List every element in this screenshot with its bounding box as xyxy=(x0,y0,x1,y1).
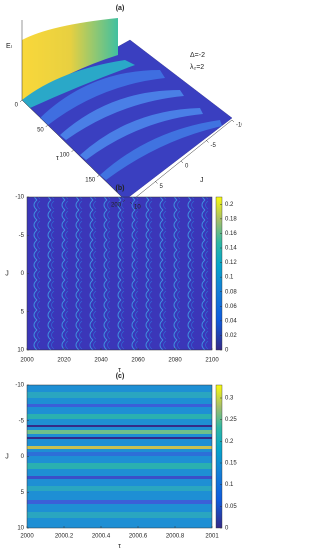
x-axis-label: τ xyxy=(56,155,59,162)
colorbar-tick-label: 0.12 xyxy=(225,260,237,266)
y-tick-label: 0 xyxy=(21,271,25,277)
y-axis-label: J xyxy=(200,177,204,184)
colorbar-tick-label: 0.2 xyxy=(225,439,234,445)
y-tick-label: -10 xyxy=(15,383,24,389)
x-tick-label: 2000.6 xyxy=(129,534,148,540)
colorbar-tick-label: 0.04 xyxy=(225,318,237,324)
y-tick-label: -5 xyxy=(19,233,25,239)
colorbar-tick-label: 0.15 xyxy=(225,461,237,467)
y-tick-label: -10 xyxy=(236,123,242,129)
panel-title: (b) xyxy=(116,185,125,192)
x-tick-label: 2000.2 xyxy=(55,534,74,540)
y-tick-label: -5 xyxy=(211,143,217,149)
x-axis-label: τ xyxy=(118,543,121,550)
y-tick-label: 0 xyxy=(21,454,25,460)
z-axis-label: Eₗ xyxy=(6,43,12,50)
colorbar xyxy=(215,196,223,351)
colorbar-tick-label: 0.2 xyxy=(225,202,234,208)
y-axis-label: J xyxy=(5,270,9,277)
y-tick-label: 5 xyxy=(21,490,25,496)
colorbar xyxy=(215,384,223,529)
x-tick-label: 2000 xyxy=(20,358,34,364)
x-tick-label: 2060 xyxy=(131,358,145,364)
figure: (a)050100150200-10-50510τJEₗΔ=-2λ₂=2(b)2… xyxy=(5,5,242,550)
colorbar-tick-label: 0.16 xyxy=(225,231,237,237)
x-axis-label: τ xyxy=(118,367,121,374)
x-tick-label: 100 xyxy=(59,153,70,159)
colorbar-tick-label: 0.1 xyxy=(225,482,234,488)
x-tick-label: 2000.8 xyxy=(166,534,185,540)
colorbar-tick-label: 0 xyxy=(225,348,229,354)
x-tick-label: 2000.4 xyxy=(92,534,111,540)
colorbar-tick-label: 0.06 xyxy=(225,304,237,310)
tick xyxy=(71,149,74,153)
tick xyxy=(97,174,100,178)
panel-title: (c) xyxy=(116,373,125,380)
x-tick-label: 200 xyxy=(111,203,122,209)
tick xyxy=(180,160,184,164)
heatmap xyxy=(26,196,213,351)
x-tick-label: 2020 xyxy=(57,358,71,364)
x-tick-label: 2080 xyxy=(168,358,182,364)
tick xyxy=(155,181,158,184)
colorbar-tick-label: 0.25 xyxy=(225,417,237,423)
colorbar-tick-label: 0.1 xyxy=(225,275,234,281)
colorbar-tick-label: 0.18 xyxy=(225,216,237,222)
y-tick-label: 10 xyxy=(17,526,24,532)
colorbar-tick-label: 0 xyxy=(225,526,229,532)
surface xyxy=(21,18,233,201)
x-tick-label: 150 xyxy=(85,178,96,184)
heatmap xyxy=(26,384,213,529)
tick xyxy=(129,201,133,205)
colorbar-tick-label: 0.08 xyxy=(225,289,237,295)
x-tick-label: 2000 xyxy=(20,534,34,540)
annotation: Δ=-2 xyxy=(190,52,205,59)
y-tick-label: 0 xyxy=(185,164,189,170)
tick xyxy=(122,199,126,203)
panel-title: (a) xyxy=(116,5,125,12)
x-tick-label: 50 xyxy=(37,128,44,134)
colorbar-tick-label: 0.3 xyxy=(225,396,234,402)
tick xyxy=(206,140,209,143)
tick xyxy=(231,119,235,123)
x-tick-label: 0 xyxy=(15,103,19,109)
x-tick-label: 2100 xyxy=(205,358,219,364)
tick xyxy=(19,99,23,103)
y-tick-label: 5 xyxy=(21,309,25,315)
y-tick-label: 10 xyxy=(17,348,24,354)
y-tick-label: -10 xyxy=(15,195,24,201)
y-axis-label: J xyxy=(5,453,9,460)
y-tick-label: 5 xyxy=(160,184,164,190)
colorbar-tick-label: 0.05 xyxy=(225,504,237,510)
annotation: λ₂=2 xyxy=(190,64,204,71)
x-tick-label: 2001 xyxy=(205,534,219,540)
x-tick-label: 2040 xyxy=(94,358,108,364)
tick xyxy=(45,124,48,128)
y-tick-label: 10 xyxy=(134,205,141,211)
colorbar-tick-label: 0.02 xyxy=(225,333,237,339)
y-tick-label: -5 xyxy=(19,418,25,424)
colorbar-tick-label: 0.14 xyxy=(225,246,237,252)
